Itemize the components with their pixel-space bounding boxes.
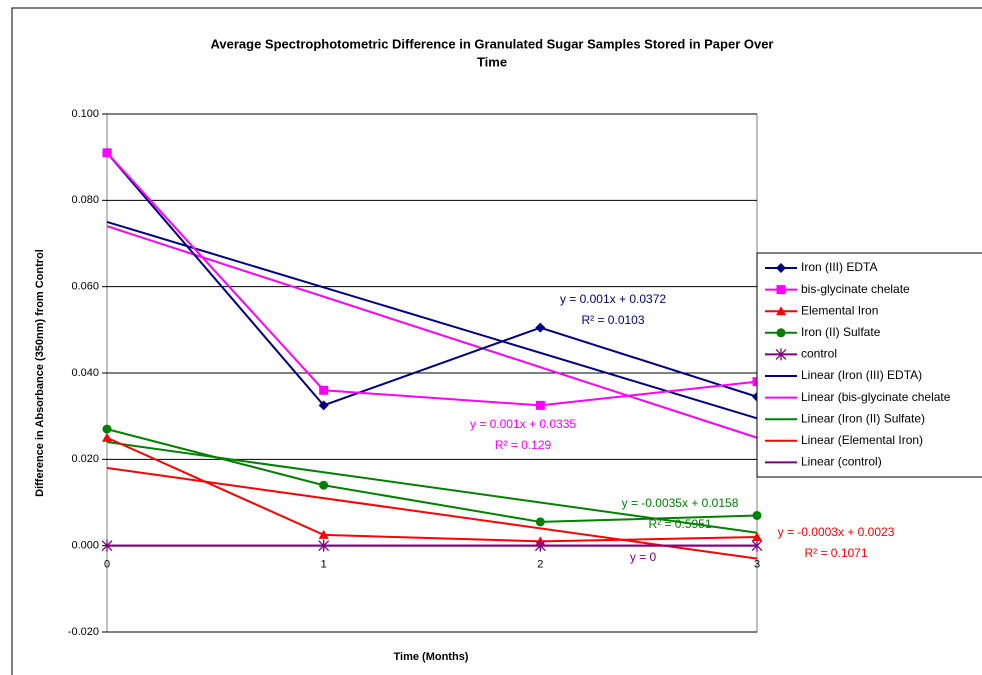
y-tick-label: 0.100 xyxy=(71,108,99,120)
marker xyxy=(102,432,112,442)
marker xyxy=(101,539,113,552)
series-line xyxy=(106,436,758,543)
legend-marker xyxy=(776,263,786,273)
chart-title: Average Spectrophotometric Difference in… xyxy=(210,36,773,51)
marker xyxy=(775,348,787,361)
trendline-equation: R² = 0.1071 xyxy=(804,546,867,560)
marker xyxy=(776,263,786,273)
trendline-equation: y = 0.001x + 0.0335 xyxy=(470,417,576,431)
trendline-equation: y = -0.0035x + 0.0158 xyxy=(622,496,739,510)
y-tick-label: 0.080 xyxy=(71,194,99,206)
legend-label: Iron (III) EDTA xyxy=(801,260,877,274)
trendline-equation: y = 0.001x + 0.0372 xyxy=(560,292,666,306)
x-tick-label: 1 xyxy=(321,559,327,571)
y-tick-label: 0.060 xyxy=(71,281,99,293)
legend-label: Linear (Iron (II) Sulfate) xyxy=(801,411,925,425)
trendline xyxy=(106,466,758,560)
y-tick-label: -0.020 xyxy=(68,626,99,638)
legend-label: Linear (Elemental Iron) xyxy=(801,433,923,447)
trendline xyxy=(106,220,758,420)
legend-marker xyxy=(775,348,787,361)
y-tick-label: 0.020 xyxy=(71,453,99,465)
trendline-equation: R² = 0.5951 xyxy=(648,517,711,531)
trendline-equation: R² = 0.129 xyxy=(495,438,552,452)
marker xyxy=(535,400,545,410)
marker xyxy=(319,385,329,395)
marker xyxy=(534,539,546,552)
series-line xyxy=(106,428,758,523)
marker xyxy=(535,517,545,527)
marker xyxy=(751,539,763,552)
legend-marker xyxy=(776,328,786,338)
y-axis-label: Difference in Absorbance (350nm) from Co… xyxy=(34,249,46,497)
legend-label: Elemental Iron xyxy=(801,303,878,317)
series-line xyxy=(106,152,758,407)
trendline-equation: y = -0.0003x + 0.0023 xyxy=(778,525,895,539)
marker xyxy=(776,285,786,295)
marker xyxy=(776,306,786,316)
trendline xyxy=(106,225,758,439)
legend-label: Iron (II) Sulfate xyxy=(801,325,881,339)
trendline-equation: R² = 0.0103 xyxy=(581,313,644,327)
marker xyxy=(318,400,329,411)
legend-label: bis-glycinate chelate xyxy=(801,282,910,296)
marker xyxy=(318,539,330,552)
marker xyxy=(776,328,786,338)
y-tick-label: 0.040 xyxy=(71,367,99,379)
marker xyxy=(102,148,112,158)
legend-label: control xyxy=(801,347,837,361)
legend-label: Linear (control) xyxy=(801,455,882,469)
trendline-equation: y = 0 xyxy=(630,550,657,564)
y-tick-label: 0.000 xyxy=(71,540,99,552)
marker xyxy=(319,480,329,490)
marker xyxy=(102,424,112,434)
x-tick-label: 3 xyxy=(754,559,760,571)
chart-title: Time xyxy=(477,54,507,69)
marker xyxy=(752,510,762,520)
series-line xyxy=(106,152,758,407)
marker xyxy=(535,322,546,333)
legend-label: Linear (bis-glycinate chelate xyxy=(801,390,951,404)
legend-marker xyxy=(776,306,786,316)
x-tick-label: 2 xyxy=(537,559,543,571)
x-tick-label: 0 xyxy=(104,559,110,571)
x-axis-label: Time (Months) xyxy=(394,651,469,663)
legend-label: Linear (Iron (III) EDTA) xyxy=(801,368,922,382)
legend-marker xyxy=(776,285,786,295)
marker xyxy=(752,532,762,542)
marker xyxy=(318,529,329,539)
